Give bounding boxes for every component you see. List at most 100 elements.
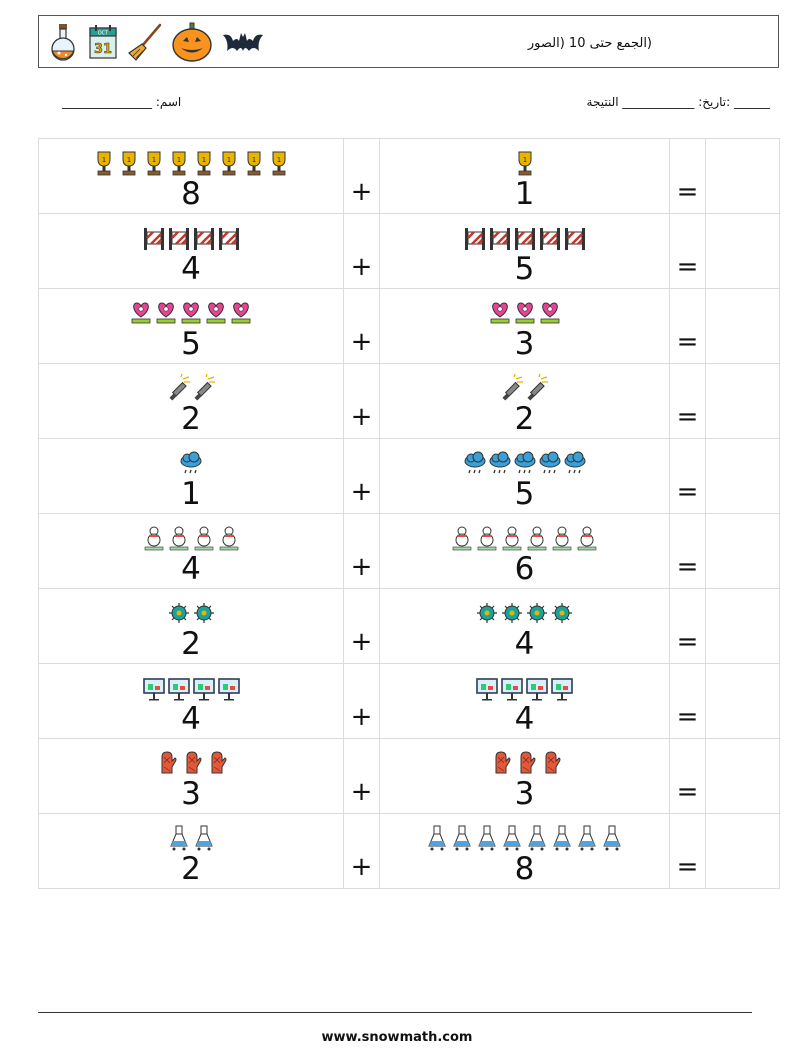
potion-icon [51, 24, 75, 61]
svg-text:1: 1 [251, 156, 255, 164]
operand-number: 4 [514, 626, 535, 662]
snowman-icon [577, 526, 597, 551]
answer-cell[interactable] [705, 513, 780, 589]
header-box: OCT 31 (الجمع حتى 10 (الصور [38, 15, 779, 68]
trophy-icon: 1 [97, 151, 110, 176]
answer-cell[interactable] [705, 813, 780, 889]
broom-icon [128, 23, 162, 61]
snowman-icon [219, 526, 238, 551]
answer-cell[interactable] [705, 438, 780, 514]
trophy-icon: 1 [272, 151, 285, 176]
operand-b-cell: 4 [379, 663, 670, 739]
answer-cell[interactable] [705, 138, 780, 214]
equals-sign: = [669, 438, 706, 514]
billboard-icon [192, 678, 215, 701]
operand-a-cell: 2 [38, 588, 344, 664]
flask-icon [194, 825, 213, 851]
equals-sign: = [669, 138, 706, 214]
trophy-icon: 1 [247, 151, 260, 176]
flask-icon [478, 825, 496, 851]
equals-sign: = [669, 663, 706, 739]
problem-row: 2 + [38, 813, 780, 889]
flashlight-icon [502, 374, 523, 401]
operand-number: 3 [514, 776, 535, 812]
name-field-label: اسم: _______________ [62, 95, 182, 109]
trophy-icon: 1 [222, 151, 235, 176]
barrier-icon [489, 228, 510, 250]
problem-row: 4 + [38, 513, 780, 589]
rain-cloud-icon [489, 451, 510, 474]
answer-cell[interactable] [705, 663, 780, 739]
barrier-icon [193, 228, 214, 250]
answer-cell[interactable] [705, 213, 780, 289]
operand-b-cell: 4 [379, 588, 670, 664]
operand-number: 4 [514, 701, 535, 737]
billboard-icon [167, 678, 190, 701]
svg-text:31: 31 [94, 42, 112, 57]
plus-sign: + [343, 813, 380, 889]
plus-sign: + [343, 663, 380, 739]
problem-row: 4 + [38, 663, 780, 739]
rain-cloud-icon [564, 451, 585, 474]
flask-icon [578, 825, 596, 851]
operand-number: 2 [514, 401, 535, 437]
operand-a-cell: 1 1 1 1 1 [38, 138, 344, 214]
problem-row: 4 + 5 [38, 213, 780, 289]
problem-row: 3 + 3 = [38, 738, 780, 814]
trophy-icon: 1 [122, 151, 135, 176]
operand-b-cell: 1 1 [379, 138, 670, 214]
mitten-icon [520, 751, 535, 774]
svg-text:1: 1 [226, 156, 230, 164]
plus-sign: + [343, 288, 380, 364]
snowman-icon [169, 526, 188, 551]
operand-number: 2 [181, 851, 201, 887]
answer-cell[interactable] [705, 288, 780, 364]
operand-a-cell: 4 [38, 513, 344, 589]
rain-cloud-icon [464, 451, 485, 474]
icon-group [143, 518, 240, 552]
barrier-icon [218, 228, 239, 250]
svg-text:1: 1 [276, 156, 280, 164]
icon-group [142, 668, 240, 702]
answer-cell[interactable] [705, 738, 780, 814]
flask-icon [603, 825, 621, 851]
snowman-icon [502, 526, 522, 551]
mitten-icon [186, 751, 202, 774]
virus-icon [502, 603, 522, 623]
equals-sign: = [669, 588, 706, 664]
flashlight-icon [168, 374, 190, 401]
icon-group [464, 218, 586, 252]
footer-url: www.snowmath.com [321, 1030, 473, 1045]
answer-cell[interactable] [705, 363, 780, 439]
problem-row: 1 + [38, 438, 780, 514]
operand-number: 5 [181, 326, 201, 362]
operand-number: 6 [514, 551, 535, 587]
operand-a-cell: 5 [38, 288, 344, 364]
mitten-icon [495, 751, 510, 774]
operand-number: 8 [181, 176, 201, 212]
equals-sign: = [669, 363, 706, 439]
heart-flower-icon [231, 302, 251, 324]
equals-sign: = [669, 738, 706, 814]
operand-b-cell: 8 [379, 813, 670, 889]
operand-number: 5 [514, 476, 535, 512]
trophy-icon: 1 [197, 151, 210, 176]
equals-sign: = [669, 813, 706, 889]
icon-group [168, 818, 215, 852]
plus-sign: + [343, 363, 380, 439]
svg-text:1: 1 [126, 156, 130, 164]
icon-group [476, 593, 573, 627]
flask-icon [503, 825, 521, 851]
operand-number: 1 [181, 476, 201, 512]
virus-icon [552, 603, 572, 623]
flashlight-icon [193, 374, 215, 401]
icon-group [180, 443, 202, 477]
heart-flower-icon [540, 302, 559, 324]
answer-cell[interactable] [705, 588, 780, 664]
billboard-icon [217, 678, 240, 701]
footer-rule [38, 1012, 752, 1013]
billboard-icon [476, 678, 498, 701]
svg-text:1: 1 [101, 156, 105, 164]
snowman-icon [194, 526, 213, 551]
header-icons: OCT 31 [47, 21, 265, 63]
